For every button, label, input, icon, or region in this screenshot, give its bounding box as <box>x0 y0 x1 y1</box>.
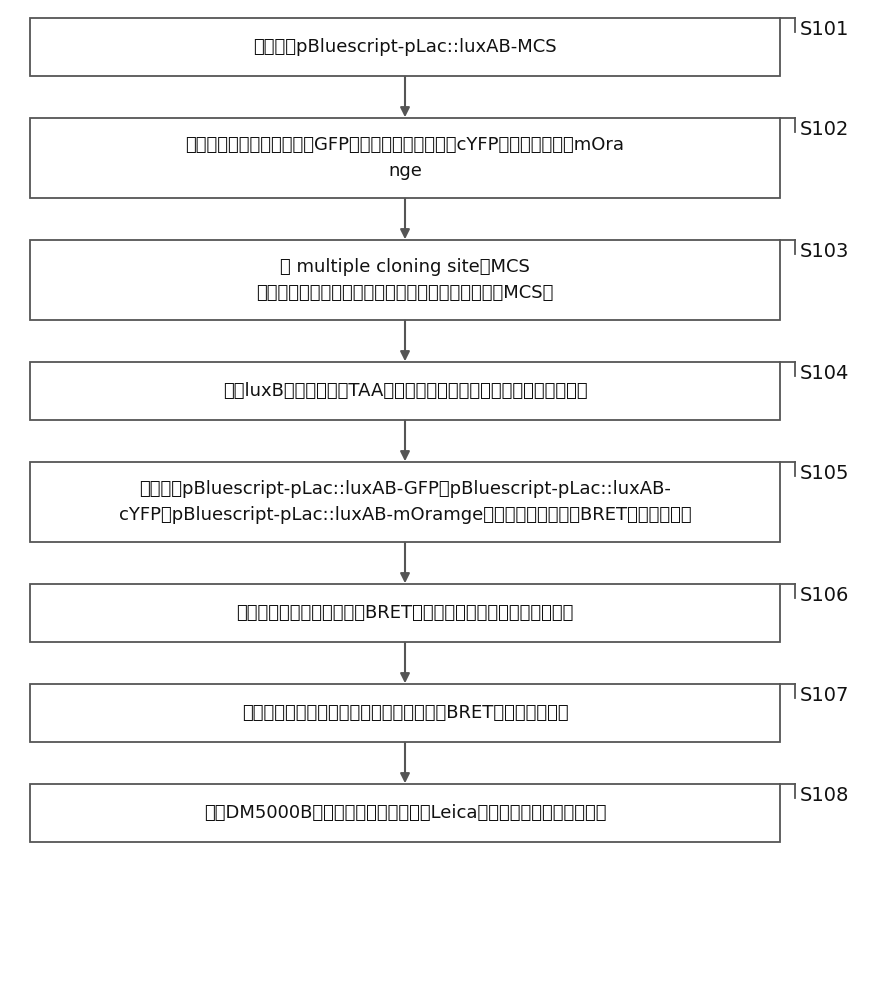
Text: S104: S104 <box>799 364 848 383</box>
Text: 选择三个模式体荧光强度值都较强可以作为BRET信号产生的供体: 选择三个模式体荧光强度值都较强可以作为BRET信号产生的供体 <box>242 704 567 722</box>
Bar <box>30 462 779 542</box>
Text: S106: S106 <box>799 586 848 605</box>
Bar <box>30 18 779 76</box>
Text: 构建克隆pBluescript-pLac::luxAB-MCS: 构建克隆pBluescript-pLac::luxAB-MCS <box>253 38 556 56</box>
Text: 在 multiple cloning site（MCS
）处选择合适的酶切位点分别将三种荧光蛋白克隆到MCS处: 在 multiple cloning site（MCS ）处选择合适的酶切位点分… <box>256 258 553 302</box>
Text: 分别得到pBluescript-pLac::luxAB-GFP、pBluescript-pLac::luxAB-
cYFP、pBluescript-pLac::: 分别得到pBluescript-pLac::luxAB-GFP、pBluescr… <box>118 480 691 524</box>
Bar <box>30 118 779 198</box>
Bar <box>30 684 779 742</box>
Bar <box>30 784 779 842</box>
Text: S108: S108 <box>799 786 848 805</box>
Bar <box>30 584 779 642</box>
Text: S103: S103 <box>799 242 848 261</box>
Bar <box>30 240 779 320</box>
Text: 通过多功能酶标仪检测三个BRET信号模式体的荧光素酶的荧光强度: 通过多功能酶标仪检测三个BRET信号模式体的荧光素酶的荧光强度 <box>236 604 573 622</box>
Text: 去掉luxB的终止密码子TAA，以形成细菌荧光素酶和荧光蛋白的融合体: 去掉luxB的终止密码子TAA，以形成细菌荧光素酶和荧光蛋白的融合体 <box>222 382 587 400</box>
Text: S105: S105 <box>799 464 848 483</box>
Text: 受体蛋白选择绿色荧光蛋白GFP、增强型黄色荧光蛋白cYFP、橙色荧光蛋白mOra
nge: 受体蛋白选择绿色荧光蛋白GFP、增强型黄色荧光蛋白cYFP、橙色荧光蛋白mOra… <box>185 136 624 180</box>
Text: S102: S102 <box>799 120 848 139</box>
Text: 通过DM5000B智能型生物荧光显微镜（Leica）检测荧光蛋白的表达情况: 通过DM5000B智能型生物荧光显微镜（Leica）检测荧光蛋白的表达情况 <box>203 804 606 822</box>
Bar <box>30 362 779 420</box>
Text: S107: S107 <box>799 686 848 705</box>
Text: S101: S101 <box>799 20 848 39</box>
